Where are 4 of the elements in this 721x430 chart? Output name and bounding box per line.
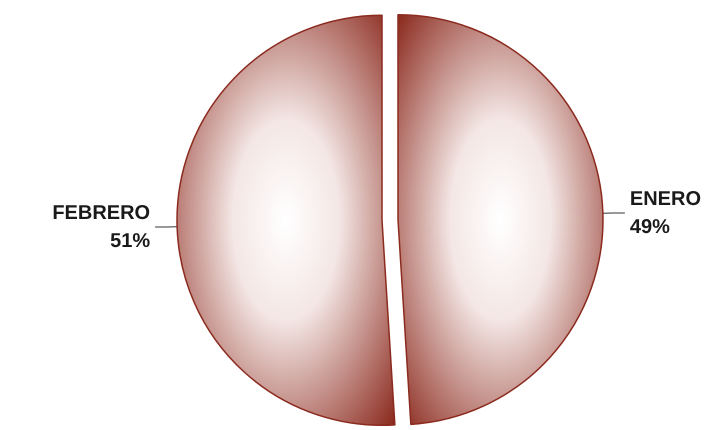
slice-label: FEBRERO — [52, 202, 150, 224]
data-label: 51% — [110, 230, 150, 252]
slice-label: ENERO — [630, 188, 702, 210]
data-label: 49% — [630, 216, 670, 238]
